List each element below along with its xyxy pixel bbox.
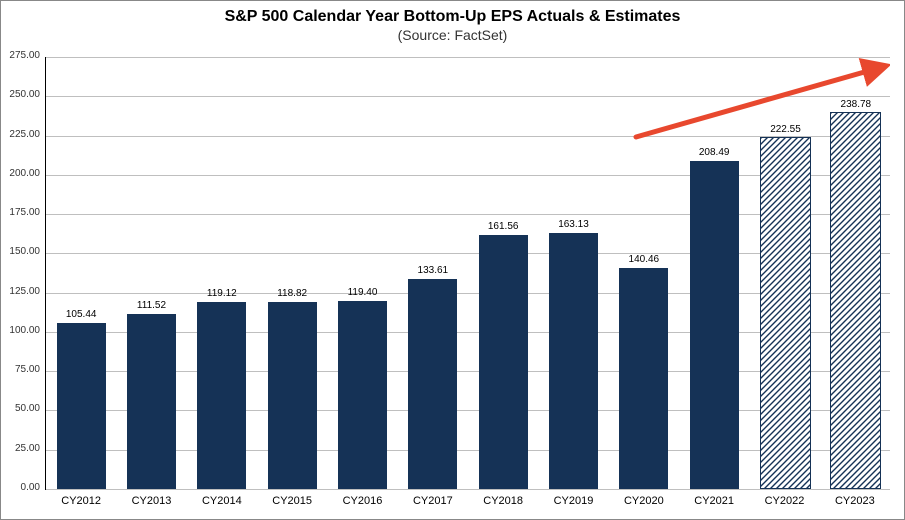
bar-actual: 118.82: [268, 302, 317, 489]
gridline: [46, 96, 890, 97]
x-category-label: CY2012: [61, 489, 101, 507]
bar-value-label: 208.49: [699, 147, 730, 161]
x-category-label: CY2021: [694, 489, 734, 507]
bar-value-label: 140.46: [629, 254, 660, 268]
y-tick-label: 50.00: [15, 403, 46, 414]
y-tick-label: 100.00: [9, 325, 46, 336]
bar-actual: 140.46: [619, 268, 668, 489]
x-category-label: CY2020: [624, 489, 664, 507]
bar-value-label: 119.12: [207, 288, 237, 302]
bar-actual: 111.52: [127, 314, 176, 489]
bar-estimate: 238.78: [830, 112, 881, 489]
bar-actual: 119.12: [197, 302, 246, 489]
bar-actual: 133.61: [408, 279, 457, 489]
bar-value-label: 119.40: [348, 287, 378, 301]
y-tick-label: 150.00: [9, 246, 46, 257]
x-category-label: CY2014: [202, 489, 242, 507]
y-tick-label: 200.00: [9, 168, 46, 179]
y-tick-label: 175.00: [9, 207, 46, 218]
bar-value-label: 105.44: [66, 309, 97, 323]
x-category-label: CY2023: [835, 489, 875, 507]
x-category-label: CY2016: [343, 489, 383, 507]
bar-estimate: 222.55: [760, 137, 811, 489]
bar-value-label: 118.82: [277, 288, 307, 302]
bar-value-label: 222.55: [770, 124, 801, 138]
x-category-label: CY2019: [554, 489, 594, 507]
x-category-label: CY2022: [765, 489, 805, 507]
bar-actual: 119.40: [338, 301, 387, 489]
x-category-label: CY2013: [132, 489, 172, 507]
y-tick-label: 75.00: [15, 364, 46, 375]
bar-actual: 105.44: [57, 323, 106, 489]
bar-actual: 163.13: [549, 233, 598, 489]
bar-actual: 161.56: [479, 235, 528, 489]
y-tick-label: 25.00: [15, 443, 46, 454]
bar-value-label: 161.56: [488, 221, 519, 235]
chart-frame: S&P 500 Calendar Year Bottom-Up EPS Actu…: [0, 0, 905, 520]
x-category-label: CY2015: [272, 489, 312, 507]
chart-title-block: S&P 500 Calendar Year Bottom-Up EPS Actu…: [1, 7, 904, 45]
bar-actual: 208.49: [690, 161, 739, 489]
chart-subtitle: (Source: FactSet): [1, 27, 904, 45]
y-tick-label: 250.00: [9, 89, 46, 100]
bar-value-label: 163.13: [558, 219, 589, 233]
gridline: [46, 57, 890, 58]
x-category-label: CY2017: [413, 489, 453, 507]
bar-value-label: 111.52: [137, 300, 166, 314]
y-tick-label: 0.00: [21, 482, 46, 493]
y-tick-label: 275.00: [9, 50, 46, 61]
x-category-label: CY2018: [483, 489, 523, 507]
bar-value-label: 133.61: [418, 265, 449, 279]
y-tick-label: 225.00: [9, 129, 46, 140]
plot-area: 0.0025.0050.0075.00100.00125.00150.00175…: [45, 57, 890, 490]
bar-value-label: 238.78: [841, 99, 872, 113]
gridline: [46, 136, 890, 137]
gridline: [46, 489, 890, 490]
y-tick-label: 125.00: [9, 286, 46, 297]
chart-title: S&P 500 Calendar Year Bottom-Up EPS Actu…: [1, 7, 904, 27]
